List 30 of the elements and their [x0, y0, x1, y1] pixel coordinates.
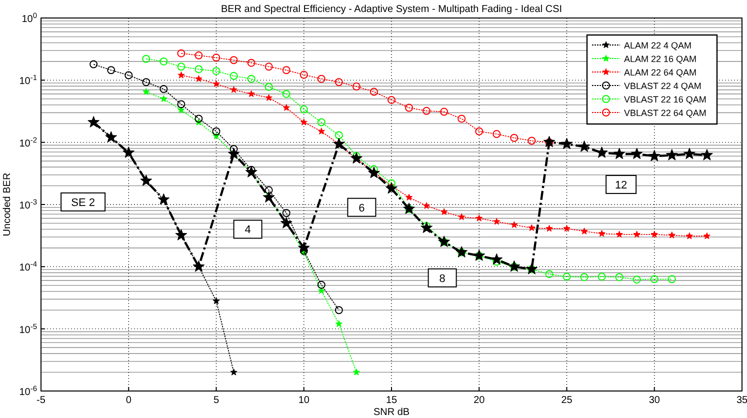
y-tick-label: 10$^{-1}$	[19, 72, 37, 88]
annotation: 12	[614, 179, 628, 192]
annotation: 8	[439, 272, 446, 285]
y-tick-label: 10$^{-4}$	[19, 259, 37, 274]
x-tick-label: -5	[36, 395, 46, 406]
x-tick-label: 35	[736, 395, 747, 406]
legend-label: VBLAST 22 64 QAM	[624, 108, 706, 118]
legend-label: ALAM 22 64 QAM	[624, 68, 697, 78]
y-tick-label: 10$^{-5}$	[19, 321, 37, 336]
x-tick-label: 30	[648, 395, 660, 406]
x-tick-label: 5	[213, 395, 220, 406]
x-tick-label: 15	[386, 395, 398, 406]
x-axis-title: SNR dB	[373, 407, 410, 418]
legend-label: ALAM 22 4 QAM	[624, 40, 692, 50]
y-tick-label: 10$^{0}$	[22, 10, 37, 25]
annotation: SE 2	[71, 196, 95, 209]
y-tick-label: 10$^{-3}$	[19, 197, 37, 212]
y-axis-title: Uncoded BER	[2, 172, 13, 236]
chart-title: BER and Spectral Efficiency - Adaptive System - Multipath Fading - Ideal CSI	[220, 4, 562, 15]
legend-label: VBLAST 22 16 QAM	[624, 94, 706, 104]
legend-label: VBLAST 22 4 QAM	[624, 81, 702, 91]
x-tick-label: 20	[474, 395, 486, 406]
x-tick-label: 25	[561, 395, 573, 406]
legend-label: ALAM 22 16 QAM	[624, 54, 697, 64]
y-tick-label: 10$^{-6}$	[19, 384, 37, 398]
annotation: 6	[358, 202, 365, 214]
y-tick-label: 10$^{-2}$	[19, 134, 37, 150]
x-tick-label: 0	[126, 395, 132, 406]
x-tick-label: 10	[298, 395, 310, 406]
annotation: 4	[244, 224, 251, 236]
